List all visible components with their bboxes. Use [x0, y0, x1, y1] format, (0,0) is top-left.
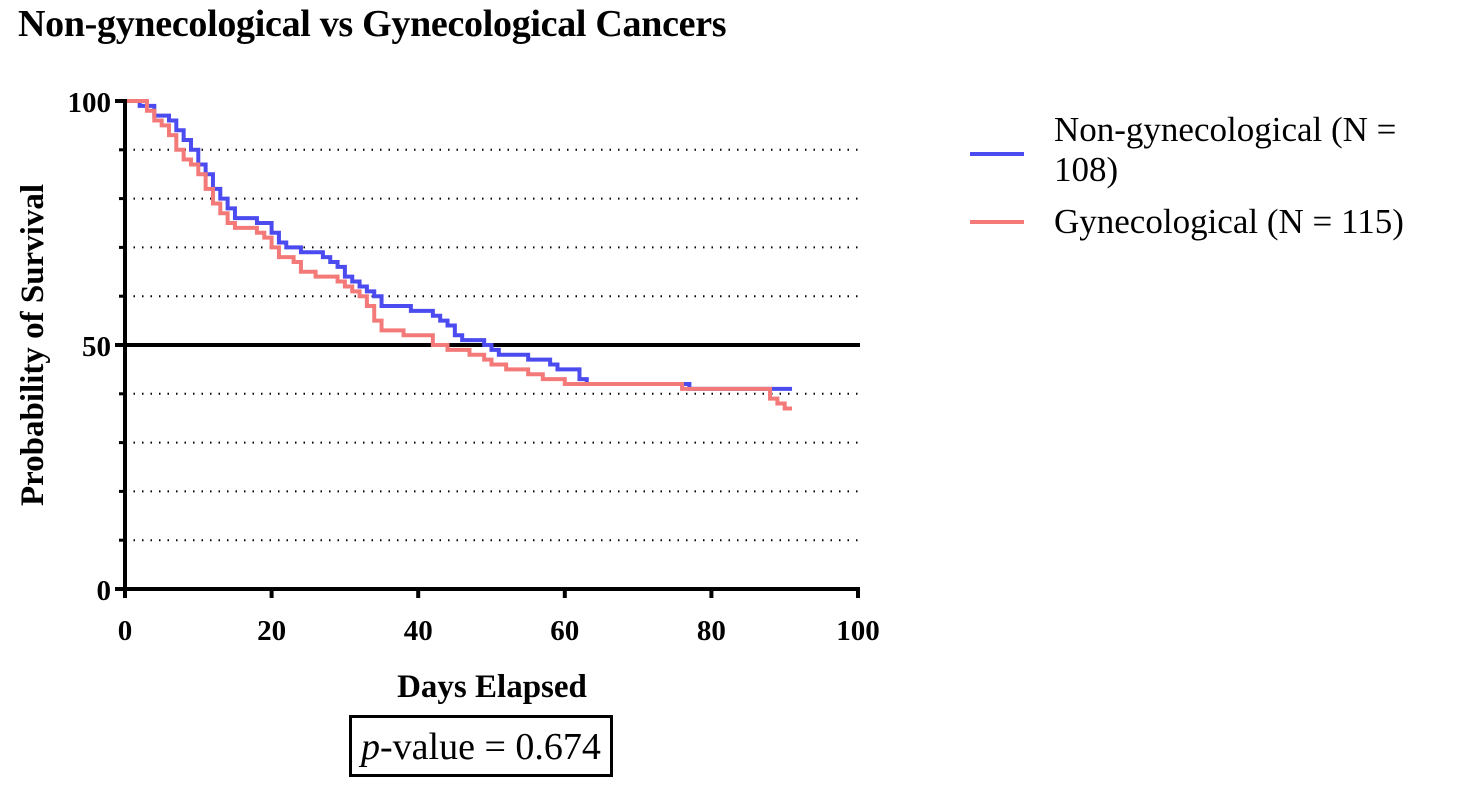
x-tick-label-80: 80 — [697, 615, 726, 647]
legend-swatch-non-gynecological — [970, 152, 1024, 156]
x-tick-label-60: 60 — [550, 615, 579, 647]
p-value-annotation: p-value = 0.674 — [349, 715, 613, 777]
legend: Non-gynecological (N = 108) Gynecologica… — [968, 110, 1474, 242]
series-layer — [125, 99, 793, 411]
y-tick-label-50: 50 — [82, 331, 111, 363]
legend-label-non-gynecological-line2: 108) — [1054, 150, 1119, 189]
legend-label-non-gynecological-line1: Non-gynecological (N = — [1054, 110, 1397, 149]
y-tick-label-0: 0 — [97, 575, 112, 607]
x-axis-title: Days Elapsed — [397, 669, 587, 705]
x-tick-label-20: 20 — [257, 615, 286, 647]
y-axis-title: Probability of Survival — [15, 184, 51, 506]
legend-label-gynecological: Gynecological (N = 115) — [1054, 202, 1404, 241]
legend-item-non-gynecological: Non-gynecological (N = 108) — [968, 110, 1474, 190]
legend-swatch-gynecological — [970, 220, 1024, 224]
p-value-text: -value = 0.674 — [380, 726, 601, 768]
x-tick-label-100: 100 — [836, 615, 880, 647]
chart-title: Non-gynecological vs Gynecological Cance… — [18, 3, 727, 45]
x-tick-label-0: 0 — [118, 615, 133, 647]
legend-item-gynecological: Gynecological (N = 115) — [968, 202, 1474, 242]
survival-curve-gynecological — [125, 99, 793, 411]
y-tick-label-100: 100 — [68, 87, 112, 119]
ticks: 0 20 40 60 80 100 0 50 100 — [68, 87, 880, 647]
p-value-symbol: p — [361, 726, 380, 768]
x-tick-label-40: 40 — [404, 615, 433, 647]
